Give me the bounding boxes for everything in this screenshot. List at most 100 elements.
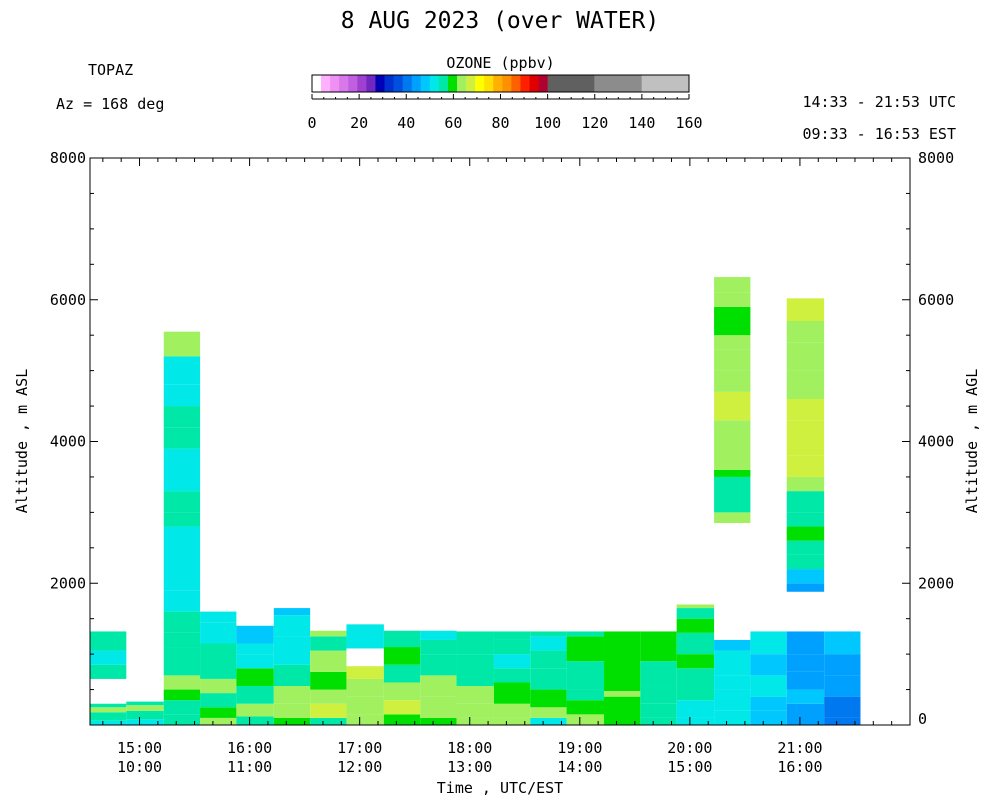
ozone-cell: [126, 705, 164, 711]
ozone-cell: [310, 650, 347, 672]
ozone-cell: [786, 671, 825, 690]
ozone-cell: [163, 714, 201, 725]
x-axis-label: Time , UTC/EST: [437, 779, 563, 797]
ozone-cell: [786, 398, 825, 421]
ozone-cell: [750, 654, 787, 676]
ozone-cell: [200, 678, 237, 694]
ozone-cell: [676, 700, 715, 718]
colorbar-swatch: [321, 75, 331, 92]
x-tick-label-est: 16:00: [777, 758, 822, 776]
ozone-cell: [200, 622, 237, 644]
ozone-cell: [786, 540, 825, 555]
ozone-cell: [310, 636, 347, 651]
ozone-cell: [273, 717, 311, 725]
colorbar-swatch: [547, 75, 595, 92]
ozone-cell: [530, 650, 567, 669]
ozone-cell: [200, 717, 237, 725]
colorbar-tick-label: 20: [350, 114, 368, 132]
ozone-cell: [493, 639, 531, 655]
x-tick-label-est: 12:00: [337, 758, 382, 776]
ozone-cell: [163, 406, 201, 428]
ozone-cell: [714, 335, 751, 350]
ozone-cell: [163, 356, 201, 385]
ozone-cell: [604, 631, 641, 691]
ozone-cell: [530, 631, 567, 637]
ozone-cell: [90, 720, 127, 725]
ozone-cell: [383, 647, 421, 665]
ozone-cell: [714, 476, 751, 513]
ozone-cell: [566, 714, 605, 725]
ozone-cell: [786, 342, 825, 371]
ozone-cell: [420, 654, 457, 676]
colorbar-swatch: [420, 75, 431, 92]
ozone-cell: [420, 696, 457, 718]
ozone-cell: [750, 710, 787, 725]
colorbar-tick-label: 80: [491, 114, 509, 132]
ozone-cell: [786, 441, 825, 456]
colorbar-tick-label: 140: [628, 114, 655, 132]
ozone-cell: [786, 370, 825, 399]
ozone-cell: [640, 631, 677, 662]
colorbar-swatch: [438, 75, 449, 92]
ozone-cell: [236, 716, 274, 725]
ozone-cell: [530, 636, 567, 651]
colorbar-swatch: [393, 75, 404, 92]
ozone-cell: [714, 650, 751, 676]
ozone-cell: [126, 701, 164, 706]
colorbar-swatch: [375, 75, 385, 92]
x-tick-label-utc: 21:00: [777, 739, 822, 757]
colorbar: OZONE (ppbv) 0 20 40 60 80 100 120 140 160: [307, 54, 702, 132]
colorbar-swatch: [457, 75, 467, 92]
ozone-cell: [310, 717, 347, 725]
ozone-cell: [383, 630, 421, 648]
ozone-cell: [786, 526, 825, 541]
colorbar-swatch: [520, 75, 530, 92]
ozone-cell: [273, 686, 311, 704]
ozone-cell: [163, 526, 201, 591]
ozone-cell: [126, 710, 164, 720]
ozone-cell: [163, 331, 201, 357]
ozone-cell: [786, 512, 825, 527]
ozone-cell: [786, 703, 825, 725]
ozone-cell: [824, 696, 861, 718]
ozone-cell: [786, 321, 825, 343]
ozone-cell: [714, 469, 751, 477]
y-tick-label-right: 6000: [918, 291, 954, 309]
ozone-cell: [126, 719, 164, 725]
ozone-cell: [163, 632, 201, 648]
ozone-cell: [273, 608, 311, 616]
ozone-cell: [90, 631, 127, 651]
ozone-cell: [163, 675, 201, 690]
ozone-cell: [714, 420, 751, 442]
ozone-cell: [714, 391, 751, 421]
ozone-cell: [786, 631, 825, 655]
ozone-cell: [456, 654, 494, 687]
ozone-cell: [530, 668, 567, 690]
ozone-cell: [420, 639, 457, 655]
ozone-cell: [566, 636, 605, 662]
ozone-cell: [310, 703, 347, 718]
colorbar-swatch: [502, 75, 512, 92]
ozone-cell: [90, 703, 127, 708]
ozone-cell: [640, 717, 677, 725]
ozone-cell: [163, 689, 201, 701]
ozone-cell: [676, 618, 715, 633]
axes: 20004000600080000200040006000800015:0010…: [13, 149, 981, 797]
ozone-cell: [676, 668, 715, 701]
ozone-cell: [640, 661, 677, 687]
ozone-cell: [676, 604, 715, 609]
ozone-cell: [786, 491, 825, 513]
y-tick-label-right: 0: [918, 710, 927, 728]
ozone-cell: [163, 700, 201, 715]
ozone-cell: [456, 686, 494, 704]
x-tick-label-est: 15:00: [667, 758, 712, 776]
y-tick-label-left: 2000: [50, 574, 86, 592]
ozone-cell: [200, 707, 237, 718]
ozone-cell: [714, 639, 751, 651]
ozone-cell: [786, 689, 825, 704]
x-tick-label-utc: 15:00: [117, 739, 162, 757]
ozone-cell: [346, 714, 384, 725]
ozone-cell: [786, 554, 825, 570]
ozone-cell: [676, 608, 715, 619]
ozone-cell: [566, 631, 605, 637]
